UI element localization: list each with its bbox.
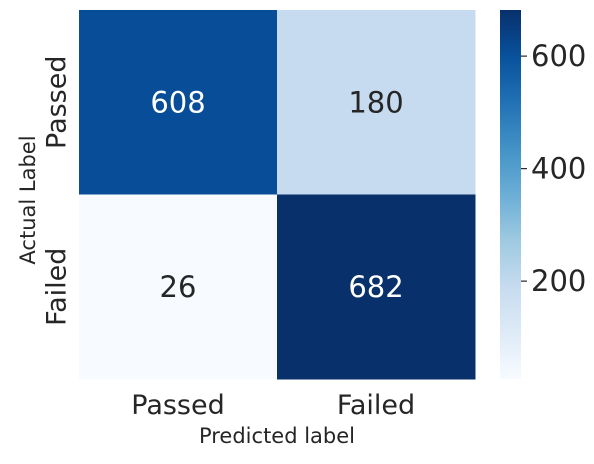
x-tick-label: Failed (337, 390, 415, 421)
heatmap-cell-label: 682 (348, 270, 403, 304)
heatmap-cell-label: 180 (348, 85, 403, 119)
x-tick-label: Passed (131, 390, 225, 421)
y-tick-label: Failed (42, 248, 73, 326)
colorbar-tick-label: 600 (531, 39, 586, 73)
heatmap-cells (79, 10, 476, 380)
y-axis-title: Actual Label (16, 135, 40, 264)
colorbar-tick-label: 400 (531, 152, 586, 186)
heatmap-cell-labels: 608 180 26 682 (150, 85, 403, 304)
colorbar-tick-label: 200 (531, 264, 586, 298)
heatmap-cell (277, 10, 476, 195)
colorbar: 200 400 600 (500, 10, 586, 379)
x-axis-title: Predicted label (199, 424, 355, 448)
heatmap-cell (277, 194, 476, 380)
colorbar-gradient (500, 10, 521, 379)
heatmap-cell (79, 10, 278, 195)
x-axis-ticks: Passed Failed (131, 390, 415, 421)
heatmap-cell-label: 26 (160, 270, 197, 304)
heatmap-cell-label: 608 (150, 85, 205, 119)
y-tick-label: Passed (42, 56, 73, 150)
colorbar-ticks: 200 400 600 (521, 39, 586, 298)
heatmap-cell (79, 194, 278, 380)
y-axis-ticks: Passed Failed (42, 56, 73, 326)
